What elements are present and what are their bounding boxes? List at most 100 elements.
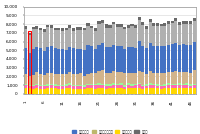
Bar (189, 84, 192, 86)
Bar (193, 84, 196, 85)
Bar (108, 73, 112, 84)
Bar (61, 85, 64, 86)
Bar (182, 21, 185, 25)
Bar (167, 45, 170, 72)
Bar (127, 28, 130, 47)
Bar (134, 28, 137, 48)
Bar (94, 28, 97, 31)
Bar (43, 51, 46, 75)
Bar (35, 29, 38, 47)
Bar (46, 27, 49, 47)
Bar (171, 85, 174, 88)
Bar (130, 23, 134, 26)
Bar (189, 21, 192, 25)
Bar (28, 33, 31, 35)
Bar (152, 85, 155, 88)
Bar (189, 86, 192, 88)
Bar (167, 85, 170, 88)
Bar (163, 73, 166, 84)
Bar (130, 86, 134, 88)
Bar (119, 25, 123, 27)
Bar (189, 88, 192, 94)
Bar (189, 73, 192, 84)
Bar (101, 70, 104, 84)
Bar (72, 31, 75, 48)
Bar (94, 31, 97, 49)
Bar (127, 47, 130, 73)
Bar (127, 25, 130, 28)
Bar (123, 73, 126, 85)
Bar (156, 46, 159, 73)
Bar (54, 88, 57, 94)
Bar (105, 86, 108, 89)
Bar (138, 88, 141, 94)
Bar (145, 26, 148, 29)
Bar (185, 88, 188, 94)
Bar (141, 46, 144, 72)
Bar (65, 84, 68, 85)
Bar (112, 85, 115, 88)
Bar (24, 29, 27, 48)
Bar (86, 26, 90, 45)
Bar (119, 46, 123, 72)
Bar (101, 85, 104, 88)
Bar (145, 84, 148, 86)
Bar (43, 86, 46, 89)
Bar (61, 86, 64, 89)
Bar (65, 50, 68, 75)
Bar (68, 47, 71, 72)
Bar (57, 74, 60, 85)
Bar (145, 48, 148, 74)
Bar (160, 24, 163, 26)
Bar (54, 86, 57, 88)
Bar (108, 84, 112, 86)
Bar (123, 87, 126, 89)
Bar (76, 85, 79, 86)
Bar (171, 21, 174, 23)
Bar (174, 71, 177, 83)
Bar (178, 85, 181, 88)
Bar (116, 27, 119, 46)
Bar (167, 83, 170, 85)
Bar (79, 73, 82, 85)
Bar (39, 74, 42, 85)
Bar (163, 26, 166, 46)
Bar (28, 53, 31, 76)
Bar (141, 89, 144, 94)
Bar (138, 83, 141, 84)
Bar (72, 85, 75, 86)
Bar (141, 86, 144, 89)
Bar (193, 18, 196, 21)
Bar (24, 26, 27, 29)
Bar (90, 73, 93, 84)
Bar (130, 88, 134, 94)
Bar (86, 85, 90, 88)
Bar (130, 26, 134, 47)
Bar (39, 28, 42, 30)
Bar (32, 49, 35, 75)
Bar (171, 88, 174, 94)
Bar (65, 88, 68, 94)
Bar (193, 70, 196, 84)
Bar (108, 86, 112, 88)
Bar (185, 83, 188, 85)
Bar (65, 85, 68, 88)
Bar (39, 48, 42, 74)
Bar (108, 88, 112, 94)
Bar (24, 74, 27, 84)
Bar (50, 28, 53, 46)
Bar (90, 85, 93, 88)
Bar (68, 85, 71, 88)
Bar (156, 26, 159, 46)
Bar (167, 24, 170, 45)
Bar (185, 24, 188, 45)
Bar (79, 49, 82, 73)
Bar (138, 71, 141, 83)
Bar (61, 74, 64, 85)
Bar (94, 85, 97, 89)
Bar (182, 72, 185, 84)
Bar (28, 88, 31, 94)
Bar (163, 88, 166, 94)
Bar (86, 23, 90, 26)
Bar (112, 44, 115, 71)
